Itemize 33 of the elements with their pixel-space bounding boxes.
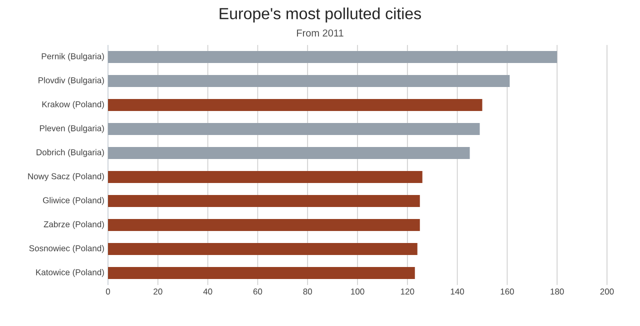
y-tick-label: Krakow (Poland) xyxy=(42,101,104,109)
bar xyxy=(108,74,510,87)
bar xyxy=(108,219,420,231)
chart-title: Europe's most polluted cities xyxy=(220,8,421,22)
y-tick-label: Nowy Sacz (Poland) xyxy=(28,173,104,181)
y-tick-label: Sosnowiec (Poland) xyxy=(29,245,104,253)
y-tick-label: Pernik (Bulgaria) xyxy=(42,53,104,61)
x-tick-label: 180 xyxy=(550,288,564,295)
y-tick-label: Gliwice (Poland) xyxy=(43,197,104,205)
bar xyxy=(108,122,480,135)
y-tick-label: Plovdiv (Bulgaria) xyxy=(38,77,104,85)
x-tick-label: 20 xyxy=(154,288,162,295)
bar xyxy=(108,243,418,255)
x-tick-label: 0 xyxy=(106,288,110,295)
x-tick-label: 60 xyxy=(253,288,262,295)
x-tick-label: 200 xyxy=(600,288,614,295)
bar xyxy=(108,146,470,159)
chart-subtitle: From 2011 xyxy=(297,29,344,37)
y-tick-label: Katowice (Poland) xyxy=(36,269,104,277)
bar xyxy=(108,267,415,280)
bar xyxy=(108,195,420,207)
x-tick-label: 40 xyxy=(203,288,212,295)
x-tick-label: 140 xyxy=(450,288,464,295)
y-tick-label: Pleven (Bulgaria) xyxy=(40,125,104,133)
bar xyxy=(108,98,482,111)
y-tick-label: Dobrich (Bulgaria) xyxy=(36,149,104,157)
x-tick-label: 100 xyxy=(351,288,364,295)
bar xyxy=(108,50,558,63)
bar xyxy=(108,171,422,183)
x-tick-label: 160 xyxy=(500,288,514,295)
y-tick-label: Zabrze (Poland) xyxy=(44,221,104,229)
x-tick-label: 120 xyxy=(400,288,414,295)
x-tick-label: 80 xyxy=(303,288,312,295)
